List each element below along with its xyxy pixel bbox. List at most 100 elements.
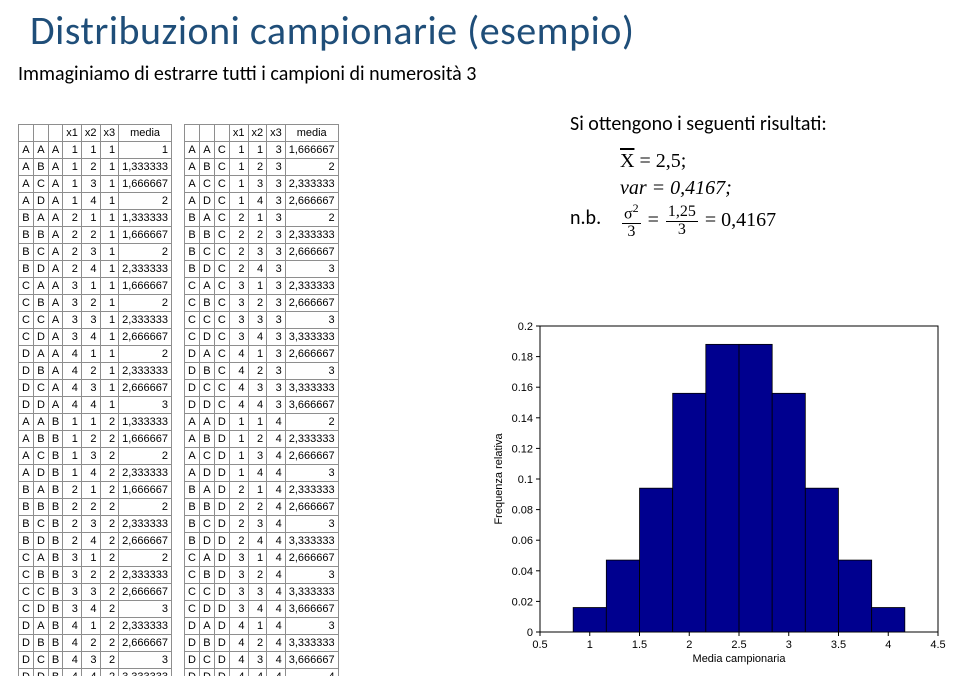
table-row: ABC1232 [185, 159, 339, 176]
table-row: ACA1311,666667 [19, 176, 172, 193]
table-row: BBD2242,666667 [185, 499, 339, 516]
table-row: CDC3433,333333 [185, 329, 339, 346]
sigma-result: = 0,4167 [705, 209, 776, 231]
table-row: BBC2232,333333 [185, 227, 339, 244]
table-right: x1x2x3mediaAAC1131,666667ABC1232ACC1332,… [184, 124, 339, 676]
table-row: DAC4132,666667 [185, 346, 339, 363]
table-row: BCD2343 [185, 516, 339, 533]
svg-text:3: 3 [786, 639, 792, 651]
table-row: BDC2433 [185, 261, 339, 278]
table-row: ABA1211,333333 [19, 159, 172, 176]
svg-text:0.1: 0.1 [518, 474, 533, 486]
table-row: DCD4343,666667 [185, 652, 339, 669]
table-left: x1x2x3mediaAAA1111ABA1211,333333ACA1311,… [18, 124, 172, 676]
table-row: DDB4423,333333 [19, 669, 172, 676]
svg-text:3.5: 3.5 [831, 639, 846, 651]
table-row: BCB2322,333333 [19, 516, 172, 533]
table-row: CCD3343,333333 [185, 584, 339, 601]
table-row: DDD4444 [185, 669, 339, 676]
table-row: AAA1111 [19, 142, 172, 159]
nb-label: n.b. [570, 206, 601, 230]
table-row: ADC1432,666667 [185, 193, 339, 210]
table-row: DBD4243,333333 [185, 635, 339, 652]
table-row: CDB3423 [19, 601, 172, 618]
table-row: CBD3243 [185, 567, 339, 584]
table-row: DCA4312,666667 [19, 380, 172, 397]
table-row: DBC4233 [185, 363, 339, 380]
table-row: CCB3322,666667 [19, 584, 172, 601]
table-row: ACD1342,666667 [185, 448, 339, 465]
table-row: DCC4333,333333 [185, 380, 339, 397]
table-row: AAD1142 [185, 414, 339, 431]
svg-text:1: 1 [587, 639, 593, 651]
table-row: CAD3142,666667 [185, 550, 339, 567]
table-row: DAD4143 [185, 618, 339, 635]
table-row: DAA4112 [19, 346, 172, 363]
mean-symbol: X [620, 150, 634, 172]
svg-text:0.06: 0.06 [512, 535, 533, 547]
table-row: BAD2142,333333 [185, 482, 339, 499]
svg-text:Media campionaria: Media campionaria [693, 653, 787, 665]
page-title: Distribuzioni campionarie (esempio) [30, 6, 635, 55]
svg-text:1.5: 1.5 [632, 639, 647, 651]
sigma-frac: σ23 [622, 202, 641, 241]
table-row: ADB1422,333333 [19, 465, 172, 482]
results-line: Si ottengono i seguenti risultati: [570, 112, 827, 136]
svg-text:4.5: 4.5 [930, 639, 945, 651]
table-row: BDA2412,333333 [19, 261, 172, 278]
table-row: BBB2222 [19, 499, 172, 516]
table-row: AAB1121,333333 [19, 414, 172, 431]
table-row: DDC4433,666667 [185, 397, 339, 414]
subtitle: Immaginiamo di estrarre tutti i campioni… [18, 62, 476, 86]
svg-text:0.08: 0.08 [512, 505, 533, 517]
data-tables: x1x2x3mediaAAA1111ABA1211,333333ACA1311,… [18, 124, 339, 676]
svg-text:4: 4 [885, 639, 891, 651]
table-row: DAB4122,333333 [19, 618, 172, 635]
num-frac: 1,253 [666, 204, 698, 239]
table-row: CBB3222,333333 [19, 567, 172, 584]
table-row: ACC1332,333333 [185, 176, 339, 193]
table-row: CAA3111,666667 [19, 278, 172, 295]
table-row: CDD3443,666667 [185, 601, 339, 618]
table-row: BCC2332,666667 [185, 244, 339, 261]
svg-text:0.14: 0.14 [512, 413, 533, 425]
table-row: CAB3122 [19, 550, 172, 567]
table-row: DBA4212,333333 [19, 363, 172, 380]
table-row: AAC1131,666667 [185, 142, 339, 159]
table-row: DBB4222,666667 [19, 635, 172, 652]
svg-text:0.2: 0.2 [518, 321, 533, 333]
math-block: X = 2,5; var = 0,4167; σ23 = 1,253 = 0,4… [620, 148, 776, 241]
table-row: BAA2111,333333 [19, 210, 172, 227]
table-row: BBA2211,666667 [19, 227, 172, 244]
svg-text:0: 0 [527, 627, 533, 639]
table-row: CCC3333 [185, 312, 339, 329]
histogram-chart: 0.5 1 1.5 2 2.5 3 3.5 4 4.5 0 0.02 0.04 0.06 0.08 0.1 0… [488, 320, 948, 666]
table-row: CBC3232,666667 [185, 295, 339, 312]
table-row: BDD2443,333333 [185, 533, 339, 550]
svg-text:0.02: 0.02 [512, 596, 533, 608]
svg-text:2.5: 2.5 [731, 639, 746, 651]
table-row: BAC2132 [185, 210, 339, 227]
table-row: CBA3212 [19, 295, 172, 312]
svg-text:0.04: 0.04 [512, 566, 533, 578]
table-row: CAC3132,333333 [185, 278, 339, 295]
table-row: CDA3412,666667 [19, 329, 172, 346]
table-row: BDB2422,666667 [19, 533, 172, 550]
svg-text:Frequenza relativa: Frequenza relativa [493, 433, 505, 525]
svg-text:0.12: 0.12 [512, 443, 533, 455]
table-row: ABB1221,666667 [19, 431, 172, 448]
svg-text:0.5: 0.5 [532, 639, 547, 651]
table-row: ADD1443 [185, 465, 339, 482]
var-line: var = 0,4167; [620, 177, 732, 199]
svg-text:0.18: 0.18 [512, 352, 533, 364]
table-row: CCA3312,333333 [19, 312, 172, 329]
table-row: ADA1412 [19, 193, 172, 210]
svg-text:2: 2 [686, 639, 692, 651]
table-row: DCB4323 [19, 652, 172, 669]
table-row: ABD1242,333333 [185, 431, 339, 448]
table-row: BCA2312 [19, 244, 172, 261]
table-row: BAB2121,666667 [19, 482, 172, 499]
table-row: ACB1322 [19, 448, 172, 465]
svg-text:0.16: 0.16 [512, 382, 533, 394]
table-row: DDA4413 [19, 397, 172, 414]
